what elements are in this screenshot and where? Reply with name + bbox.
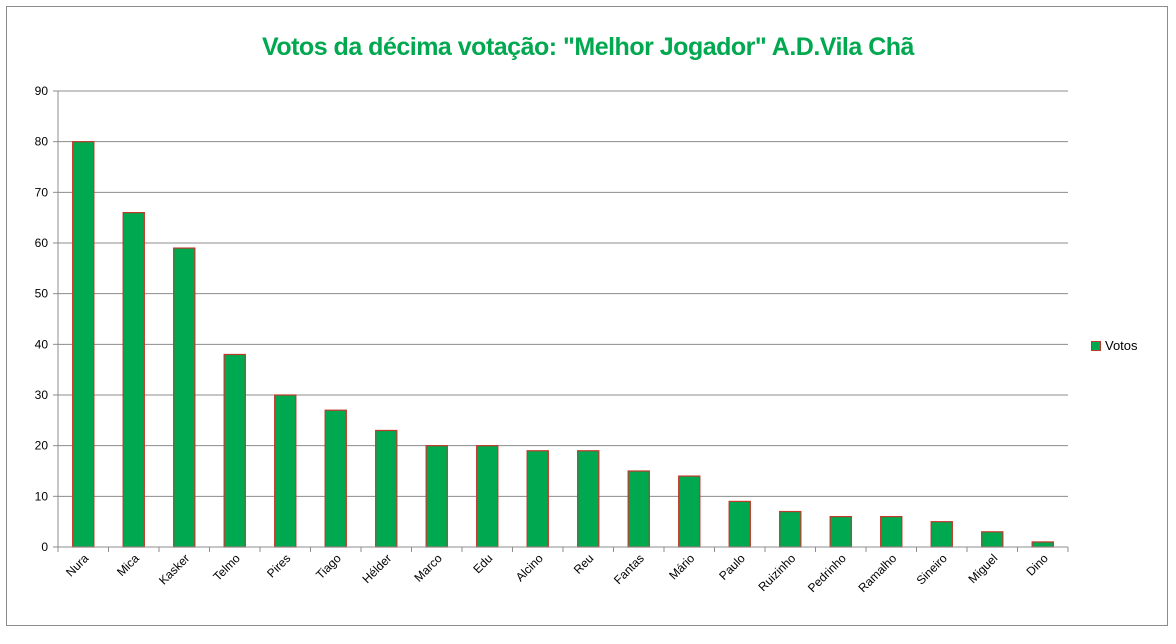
x-tick-label: Nura — [63, 551, 92, 580]
bar-pires — [274, 394, 297, 548]
bar-dino — [1031, 541, 1054, 548]
bar-sineiro — [930, 521, 953, 548]
x-tick-label: Kasker — [156, 551, 192, 587]
legend-swatch — [1091, 340, 1101, 351]
x-tick-label: Fantas — [611, 551, 647, 587]
x-tick-label: Tiago — [313, 551, 344, 582]
bar-mário — [678, 475, 701, 548]
y-tick-label: 40 — [35, 337, 49, 351]
gridlines — [58, 90, 1068, 548]
x-tick-label: Ruizinho — [755, 551, 798, 594]
x-tick-label: Dino — [1024, 551, 1052, 579]
chart-title: Votos da décima votação: "Melhor Jogador… — [262, 33, 914, 61]
x-tick-label: Paulo — [716, 551, 748, 583]
y-tick-label: 0 — [41, 540, 48, 554]
bar-miguel — [981, 531, 1004, 548]
x-tick-label: Edu — [470, 551, 495, 576]
y-tick-label: 80 — [35, 135, 49, 149]
bar-paulo — [728, 500, 751, 548]
y-tick-label: 20 — [35, 439, 49, 453]
bar-ruizinho — [779, 510, 802, 548]
x-tick-label: Sineiro — [914, 551, 951, 588]
y-axis: 0 10 20 30 40 50 60 70 80 90 — [35, 84, 59, 554]
x-tick-label: Hélder — [359, 551, 394, 586]
y-tick-label: 30 — [35, 388, 49, 402]
bars — [72, 141, 1054, 548]
bar-alcino — [526, 450, 549, 548]
bar-hélder — [375, 429, 398, 548]
legend: Votos — [1091, 338, 1138, 353]
bar-pedrinho — [829, 515, 852, 548]
x-tick-label: Marco — [411, 551, 445, 585]
y-tick-label: 50 — [35, 287, 49, 301]
bar-ramalho — [880, 515, 903, 548]
bar-kasker — [173, 247, 196, 548]
y-tick-label: 90 — [35, 84, 49, 98]
x-tick-label: Miguel — [965, 551, 1000, 586]
bar-reu — [577, 450, 600, 548]
x-tick-label: Alcino — [513, 551, 546, 584]
y-tick-label: 60 — [35, 236, 49, 250]
x-axis: Nura Mica Kasker Telmo Pires Tiago Hélder Marco… — [57, 546, 1069, 595]
bar-telmo — [223, 353, 246, 548]
bar-nura — [72, 141, 95, 548]
legend-label: Votos — [1105, 338, 1138, 353]
x-tick-label: Ramalho — [856, 551, 900, 595]
bar-marco — [425, 445, 448, 548]
x-tick-label: Mica — [114, 551, 142, 579]
x-tick-label: Pedrinho — [805, 551, 849, 595]
bar-mica — [122, 212, 145, 548]
y-tick-label: 70 — [35, 185, 49, 199]
y-tick-label: 10 — [35, 489, 49, 503]
x-tick-label: Telmo — [210, 551, 243, 584]
bar-tiago — [324, 409, 347, 548]
x-tick-label: Pires — [264, 551, 293, 580]
x-tick-label: Reu — [571, 551, 596, 576]
bar-fantas — [627, 470, 650, 548]
bar-edu — [476, 445, 499, 548]
x-tick-label: Mário — [666, 551, 697, 582]
